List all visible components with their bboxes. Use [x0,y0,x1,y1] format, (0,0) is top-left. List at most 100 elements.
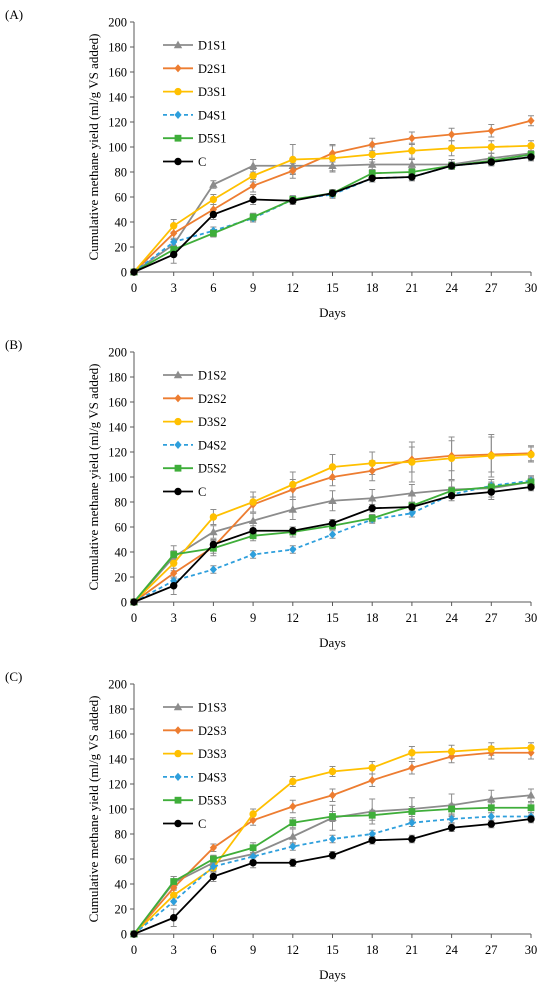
x-tick-label: 12 [287,281,300,295]
data-point-d2s1 [408,134,416,143]
y-tick-label: 200 [108,16,127,30]
data-point-d2s1 [170,229,178,238]
y-tick-label: 100 [108,471,127,485]
y-tick-label: 20 [115,903,128,917]
series-line-d4s3 [133,815,531,935]
data-point-d2s1 [249,181,257,190]
data-point-d5s2 [170,551,178,558]
x-tick-label: 30 [525,281,538,295]
data-point-d3s2 [249,498,257,506]
legend-marker-d3s3 [174,749,182,758]
data-point-c [368,174,376,182]
data-point-d5s1 [170,246,178,253]
data-point-c [527,815,535,823]
data-point-c [170,914,178,922]
data-point-c [170,250,178,259]
legend-marker-d2s1 [174,64,182,73]
legend-marker-d1s3 [173,702,183,711]
data-point-d4s3 [408,818,416,827]
data-point-d1s3 [526,790,536,799]
data-point-d4s3 [448,814,456,824]
data-point-d3s1 [209,195,218,204]
x-tick-label: 27 [485,611,498,625]
data-point-d3s3 [487,745,495,753]
y-tick-label: 80 [115,828,128,842]
y-tick-label: 80 [115,166,128,180]
data-point-d3s1 [170,222,178,230]
y-tick-label: 40 [115,878,128,892]
legend-marker-d5s1 [174,134,182,142]
data-point-d4s3 [170,897,178,906]
legend-marker-d3s1 [174,87,182,96]
data-point-d5s3 [368,811,376,819]
data-point-d3s1 [408,147,416,155]
data-point-d2s2 [328,472,337,482]
data-point-c [209,872,218,881]
y-tick-label: 0 [121,266,127,280]
data-point-d3s3 [527,744,535,752]
y-axis-title: Cumulative methane yield (ml/g VS added) [86,364,101,591]
data-point-d1s1 [407,160,417,168]
y-tick-label: 100 [108,141,127,155]
x-tick-label: 21 [406,943,419,957]
data-point-d3s3 [447,747,456,756]
y-tick-label: 120 [108,116,127,130]
data-point-c [130,930,138,938]
x-tick-label: 24 [445,943,458,957]
x-axis-title: Days [319,305,346,320]
y-tick-label: 200 [108,346,127,360]
data-point-c [408,835,416,843]
legend-label-d1s1: D1S1 [198,39,226,53]
data-point-d3s2 [289,480,297,489]
data-point-d3s2 [368,459,376,467]
x-tick-label: 30 [525,611,538,625]
legend-label-c: C [198,155,206,169]
legend-label-d2s3: D2S3 [198,724,226,738]
y-tick-label: 0 [121,928,127,942]
legend-label-d4s2: D4S2 [198,438,226,452]
x-tick-label: 24 [445,611,458,625]
data-point-c [249,859,257,867]
data-point-d4s3 [249,852,257,861]
x-tick-label: 3 [171,943,177,957]
chart-panel-c: (C) 0 20 40 60 80 100 120 140 160 180 200 0 3 6 9 12 15 18… [0,662,550,987]
data-point-d3s3 [408,749,416,757]
data-point-c [249,195,257,204]
legend-label-d3s3: D3S3 [198,747,226,761]
data-point-d2s3 [209,843,217,852]
x-tick-label: 3 [171,281,177,295]
legend-label-d5s3: D5S3 [198,794,226,808]
data-point-d3s2 [209,513,218,521]
chart-svg-b: (B) 0 20 40 60 80 100 120 140 160 180 200 0 3 6 9 12 15 18… [5,337,538,650]
y-axis-title: Cumulative methane yield (ml/g VS added) [86,34,101,261]
data-point-d3s1 [487,143,495,151]
legend-marker-d2s2 [174,394,182,403]
legend-label-d3s2: D3S2 [198,415,226,429]
y-tick-label: 180 [108,371,127,385]
x-tick-label: 12 [287,611,300,625]
data-point-c [487,158,495,166]
legend-marker-d2s3 [174,726,182,735]
data-point-d5s3 [329,813,336,820]
y-tick-label: 100 [108,803,127,817]
data-point-d1s1 [368,160,377,168]
x-tick-label: 15 [326,611,339,625]
data-point-d4s3 [368,829,376,839]
data-point-d2s3 [328,791,337,800]
data-point-c [249,527,257,535]
data-point-d3s2 [447,454,456,462]
data-point-d3s3 [170,891,178,899]
legend-label-d2s1: D2S1 [198,62,226,76]
data-point-c [130,598,138,606]
data-point-d5s3 [249,844,257,852]
data-point-d1s2 [288,505,297,513]
data-point-d1s2 [407,488,417,497]
x-tick-label: 15 [326,281,339,295]
data-point-c [487,820,495,828]
data-point-c [289,859,297,867]
data-point-d2s1 [368,140,376,149]
data-point-d4s2 [328,530,337,539]
data-point-d5s3 [487,804,495,812]
y-tick-label: 60 [115,521,128,535]
data-point-d2s3 [448,752,456,761]
